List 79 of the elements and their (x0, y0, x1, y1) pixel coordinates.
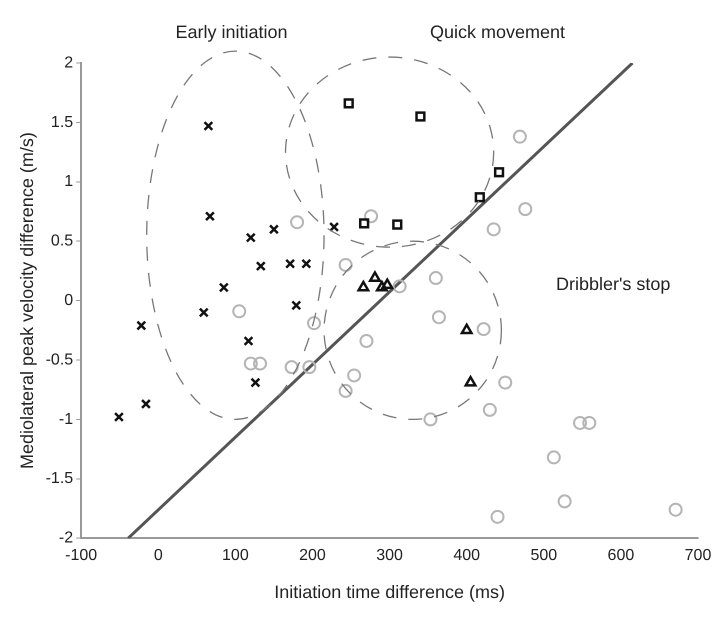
point (290, 215, 304, 230)
point (246, 232, 256, 243)
point (464, 376, 477, 387)
point (518, 202, 532, 216)
x-tick-label: 600 (608, 547, 634, 564)
point (140, 398, 152, 410)
point (357, 280, 370, 292)
point (284, 258, 296, 269)
point (428, 271, 443, 286)
y-tick-label: -2 (58, 530, 74, 547)
text: Quick movement (430, 22, 566, 42)
point (243, 336, 254, 346)
point (474, 192, 485, 202)
x-tick-label: 700 (684, 547, 712, 564)
point (486, 222, 501, 236)
point (302, 360, 316, 374)
point (573, 416, 588, 430)
point (494, 167, 504, 178)
point (498, 376, 512, 390)
point (381, 278, 394, 290)
y-tick-label: 1.5 (50, 114, 74, 131)
x-tick-label: 200 (299, 547, 326, 564)
x-tick-label: 0 (154, 547, 163, 564)
point (432, 310, 446, 324)
point (328, 222, 340, 232)
point (392, 219, 402, 230)
point (482, 402, 497, 417)
point (558, 494, 572, 508)
point (460, 324, 473, 334)
point (347, 368, 362, 382)
point (232, 304, 246, 318)
point (582, 416, 596, 430)
point (668, 502, 683, 517)
x-axis-title: Initiation time difference (ms) (274, 582, 505, 602)
y-tick-label: 1 (64, 173, 74, 190)
point (244, 356, 258, 371)
point (392, 279, 407, 294)
point (338, 384, 353, 398)
point (291, 300, 302, 310)
x-tick-label: 500 (530, 547, 558, 564)
point (218, 282, 229, 293)
annotation: Dribbler's stop (556, 274, 670, 294)
point (256, 261, 266, 272)
point (476, 322, 491, 336)
point (546, 450, 561, 464)
x-tick-label: -100 (65, 547, 98, 564)
point (376, 280, 388, 292)
x-tick-label: 400 (453, 547, 480, 564)
x-tick-label: 100 (222, 547, 249, 564)
point (415, 111, 426, 122)
point (344, 98, 354, 109)
y-axis-title: Mediolateral peak velocity difference (m/s) (16, 132, 37, 470)
point (136, 320, 146, 331)
point (268, 224, 280, 234)
point (338, 258, 353, 272)
y-tick-label: -0.5 (46, 351, 74, 368)
point (284, 360, 299, 374)
point (490, 510, 505, 524)
point (512, 130, 527, 144)
y-tick-label: 0 (64, 292, 74, 310)
point (204, 211, 216, 222)
point (359, 218, 370, 229)
point (364, 209, 378, 224)
point (250, 377, 261, 388)
point (253, 356, 268, 371)
point (114, 412, 124, 422)
x-tick-label: 300 (376, 547, 404, 564)
point (301, 258, 312, 269)
point (203, 120, 214, 132)
point (307, 316, 322, 330)
text: Early initiation (175, 22, 288, 42)
point (423, 412, 438, 426)
point (368, 271, 381, 282)
y-tick-label: -1 (58, 410, 74, 428)
point (198, 307, 209, 318)
y-tick-label: 2 (64, 54, 74, 72)
y-tick-label: 0.5 (50, 232, 74, 250)
y-tick-label: -1.5 (46, 470, 74, 488)
point (359, 334, 374, 348)
